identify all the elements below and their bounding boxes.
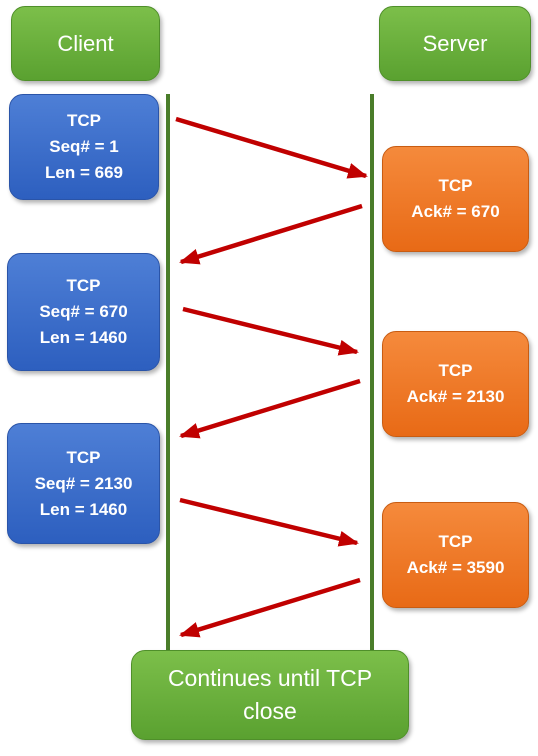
- server-header: Server: [379, 6, 531, 81]
- server-lifeline: [370, 94, 374, 650]
- footer-line-2: close: [243, 698, 297, 724]
- server-label: Server: [422, 30, 488, 56]
- packet-seq: Seq# = 1: [49, 137, 119, 156]
- arrow-server-to-client-3: [179, 577, 361, 638]
- client-packet-1: TCP Seq# = 1 Len = 669: [9, 94, 159, 200]
- arrow-client-to-server-2: [182, 306, 359, 356]
- arrow-client-to-server-1: [175, 116, 368, 179]
- client-header: Client: [11, 6, 160, 81]
- packet-protocol: TCP: [66, 447, 101, 467]
- arrow-server-to-client-1: [179, 203, 363, 265]
- packet-protocol: TCP: [67, 111, 101, 130]
- packet-seq: Seq# = 2130: [34, 473, 133, 493]
- server-packet-2: TCP Ack# = 2130: [382, 331, 529, 437]
- arrow-client-to-server-3: [179, 497, 359, 547]
- continues-box: Continues until TCP close: [131, 650, 409, 740]
- client-packet-2: TCP Seq# = 670 Len = 1460: [7, 253, 160, 371]
- packet-protocol: TCP: [66, 276, 101, 295]
- packet-len: Len = 1460: [39, 499, 128, 519]
- client-label: Client: [57, 30, 114, 56]
- packet-protocol: TCP: [438, 361, 473, 380]
- server-packet-3: TCP Ack# = 3590: [382, 502, 529, 608]
- packet-ack: Ack# = 2130: [406, 387, 505, 406]
- packet-ack: Ack# = 3590: [406, 558, 505, 577]
- packet-protocol: TCP: [438, 532, 473, 551]
- client-lifeline: [166, 94, 170, 650]
- arrow-server-to-client-2: [179, 378, 361, 439]
- packet-len: Len = 669: [45, 163, 123, 182]
- packet-seq: Seq# = 670: [39, 302, 128, 321]
- footer-line-1: Continues until TCP: [167, 665, 373, 691]
- packet-ack: Ack# = 670: [411, 202, 500, 221]
- packet-protocol: TCP: [438, 176, 473, 195]
- server-packet-1: TCP Ack# = 670: [382, 146, 529, 252]
- client-packet-3: TCP Seq# = 2130 Len = 1460: [7, 423, 160, 544]
- packet-len: Len = 1460: [39, 328, 128, 347]
